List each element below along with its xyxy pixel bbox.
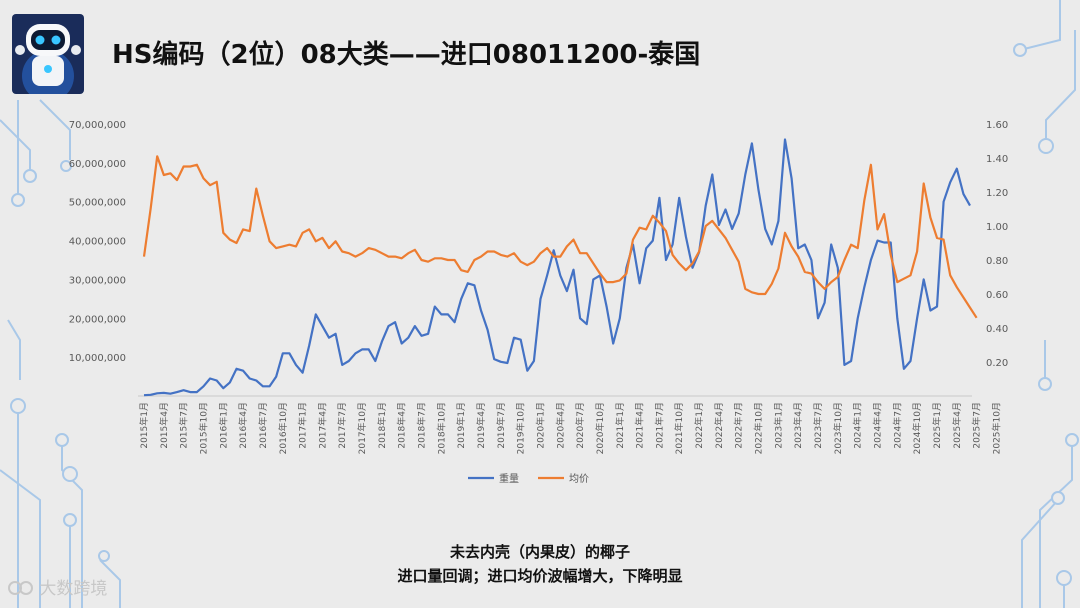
- circuit-node: [60, 160, 72, 172]
- circuit-node: [1051, 491, 1065, 505]
- x-tick-label: 2020年7月: [574, 402, 586, 449]
- y-left-tick-label: 40,000,000: [69, 237, 126, 248]
- y-left-tick-label: 60,000,000: [69, 159, 126, 170]
- x-tick-label: 2015年10月: [197, 402, 209, 454]
- x-tick-label: 2021年4月: [634, 402, 646, 449]
- circuit-line: [1021, 499, 1059, 608]
- x-tick-label: 2017年7月: [336, 402, 348, 449]
- x-tick-label: 2023年10月: [832, 402, 844, 454]
- series-line-price: [142, 155, 978, 319]
- x-tick-label: 2015年7月: [178, 402, 190, 449]
- caption-summary: 进口量回调；进口均价波幅增大，下降明显: [397, 567, 683, 585]
- circuit-node: [10, 398, 26, 414]
- y-axis-right: 0.20 0.40 0.60 0.80 1.00 1.20 1.40 1.60: [986, 120, 1008, 369]
- circuit-line: [1045, 30, 1076, 145]
- y-left-tick-label: 70,000,000: [69, 120, 126, 131]
- y-right-tick-label: 1.60: [986, 120, 1008, 131]
- x-tick-label: 2015年1月: [138, 402, 150, 449]
- circuit-node: [11, 193, 25, 207]
- y-left-tick-label: 20,000,000: [69, 314, 126, 325]
- x-tick-label: 2020年4月: [554, 402, 566, 449]
- x-tick-label: 2024年4月: [871, 402, 883, 449]
- x-tick-label: 2021年1月: [614, 402, 626, 449]
- watermark: 大数跨境: [8, 574, 107, 599]
- x-tick-label: 2018年10月: [435, 402, 447, 454]
- x-tick-label: 2020年1月: [534, 402, 546, 449]
- x-tick-label: 2019年4月: [475, 402, 487, 449]
- y-right-tick-label: 0.60: [986, 290, 1008, 301]
- legend: 重量 均价: [468, 472, 589, 485]
- x-tick-label: 2019年10月: [515, 402, 527, 454]
- x-tick-label: 2023年4月: [792, 402, 804, 449]
- x-tick-label: 2018年4月: [396, 402, 408, 449]
- circuit-node: [1038, 138, 1054, 154]
- circuit-line: [0, 469, 41, 608]
- x-tick-label: 2015年4月: [158, 402, 170, 449]
- circuit-node: [62, 466, 78, 482]
- y-left-tick-label: 50,000,000: [69, 198, 126, 209]
- x-tick-label: 2023年1月: [772, 402, 784, 449]
- watermark-text: 大数跨境: [39, 579, 108, 599]
- x-tick-label: 2024年10月: [911, 402, 923, 454]
- circuit-node: [1065, 433, 1079, 447]
- line-chart: 10,000,000 20,000,000 30,000,000 40,000,000…: [69, 120, 1009, 485]
- x-tick-label: 2016年4月: [237, 402, 249, 449]
- circuit-node: [1013, 43, 1027, 57]
- y-left-tick-label: 30,000,000: [69, 275, 126, 286]
- circuit-node: [63, 513, 77, 527]
- x-tick-label: 2020年10月: [594, 402, 606, 454]
- circuit-node: [23, 169, 37, 183]
- x-tick-label: 2021年10月: [673, 402, 685, 454]
- circuit-line: [99, 559, 121, 608]
- x-tick-label: 2025年4月: [951, 402, 963, 449]
- x-tick-label: 2018年1月: [376, 402, 388, 449]
- circuit-line: [1019, 0, 1061, 51]
- y-right-tick-label: 0.80: [986, 256, 1008, 267]
- series-line-weight: [143, 138, 971, 397]
- circuit-node: [1056, 570, 1072, 586]
- x-tick-label: 2016年7月: [257, 402, 269, 449]
- x-tick-label: 2021年7月: [653, 402, 665, 449]
- x-tick-label: 2019年7月: [495, 402, 507, 449]
- circuit-line: [0, 119, 31, 170]
- caption-product: 未去内壳（内果皮）的椰子: [449, 543, 630, 561]
- x-tick-label: 2019年1月: [455, 402, 467, 449]
- x-tick-label: 2018年7月: [416, 402, 428, 449]
- y-right-tick-label: 0.20: [986, 358, 1008, 369]
- x-tick-label: 2024年7月: [891, 402, 903, 449]
- y-right-tick-label: 1.20: [986, 188, 1008, 199]
- circuit-node: [98, 550, 110, 562]
- circuit-node: [1038, 377, 1052, 391]
- y-right-tick-label: 1.40: [986, 154, 1008, 165]
- y-right-tick-label: 1.00: [986, 222, 1008, 233]
- y-left-tick-label: 10,000,000: [69, 353, 126, 364]
- page-title: HS编码（2位）08大类——进口08011200-泰国: [112, 40, 701, 70]
- x-tick-label: 2025年1月: [931, 402, 943, 449]
- x-tick-label: 2025年7月: [971, 402, 983, 449]
- circuit-line: [39, 99, 71, 160]
- x-tick-label: 2023年7月: [812, 402, 824, 449]
- x-tick-label: 2016年10月: [277, 402, 289, 454]
- y-axis-left: 10,000,000 20,000,000 30,000,000 40,000,000…: [69, 120, 126, 364]
- circuit-node: [55, 433, 69, 447]
- legend-label-price: 均价: [569, 473, 589, 485]
- robot-logo-icon: [12, 14, 84, 94]
- circuit-line: [7, 319, 21, 380]
- x-tick-label: 2016年1月: [217, 402, 229, 449]
- x-tick-label: 2022年7月: [733, 402, 745, 449]
- x-axis: 2015年1月 2015年4月 2015年7月 2015年10月 2016年1月 2016…: [138, 402, 1002, 454]
- x-tick-label: 2017年1月: [297, 402, 309, 449]
- y-right-tick-label: 0.40: [986, 324, 1008, 335]
- x-tick-label: 2022年4月: [713, 402, 725, 449]
- x-tick-label: 2022年1月: [693, 402, 705, 449]
- x-tick-label: 2025年10月: [990, 402, 1002, 454]
- brand-logo-icon: [8, 581, 33, 595]
- x-tick-label: 2017年4月: [316, 402, 328, 449]
- legend-label-weight: 重量: [499, 472, 519, 485]
- x-tick-label: 2022年10月: [753, 402, 765, 454]
- x-tick-label: 2017年10月: [356, 402, 368, 454]
- x-tick-label: 2024年1月: [852, 402, 864, 449]
